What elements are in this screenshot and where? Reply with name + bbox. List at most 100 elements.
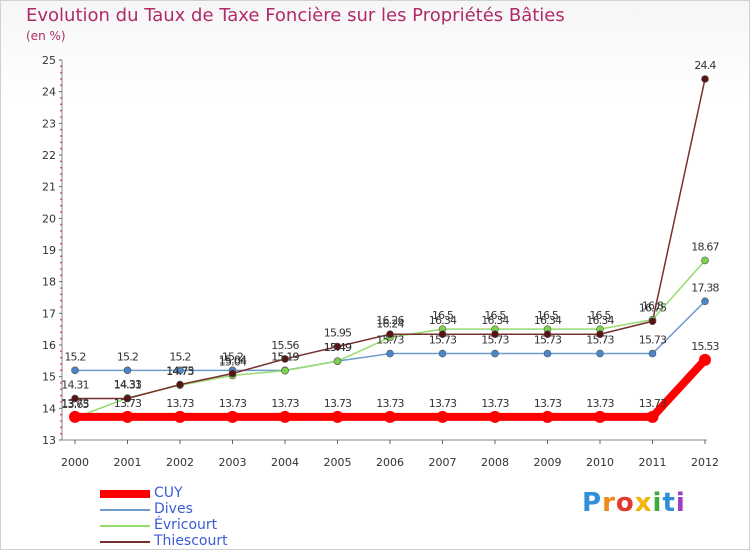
data-label-thiescourt: 16.34 (481, 314, 509, 327)
legend-swatch (100, 525, 150, 527)
y-minor-tick (60, 166, 62, 169)
data-label-dives: 15.49 (324, 341, 352, 354)
chart-axes: 13 14 15 16 17 18 19 20 21 22 23 24 25 2000 2001 2002 20… (42, 54, 719, 469)
data-point-cuy (699, 353, 711, 366)
y-minor-tick (60, 401, 62, 403)
y-tick-label: 21 (42, 181, 56, 194)
data-point-thiescourt (701, 75, 709, 83)
x-tick-label: 2007 (429, 456, 457, 469)
logo-letter: i (675, 488, 686, 518)
data-point-cuy (436, 410, 449, 423)
y-tick-label: 25 (42, 54, 56, 67)
data-label-thiescourt: 16.34 (429, 314, 457, 327)
data-point-dives (71, 366, 79, 375)
y-minor-tick (60, 116, 62, 118)
y-minor-tick (60, 160, 62, 163)
data-label-dives: 15.2 (169, 350, 190, 363)
y-minor-tick (60, 394, 62, 397)
logo-letter: r (602, 488, 616, 518)
data-point-cuy (226, 410, 239, 423)
data-label-thiescourt: 16.34 (534, 314, 562, 327)
data-label-thiescourt: 15.04 (219, 354, 247, 367)
data-label-cuy: 13.73 (271, 397, 299, 410)
data-point-évricourt (701, 256, 709, 265)
x-tick-label: 2010 (586, 456, 614, 469)
data-point-thiescourt (386, 330, 394, 339)
data-label-thiescourt: 24.4 (694, 59, 716, 72)
data-point-dives (648, 349, 657, 358)
data-point-cuy (594, 410, 606, 423)
y-minor-tick (60, 369, 62, 372)
data-point-thiescourt (648, 317, 657, 326)
legend-label: Dives (154, 501, 193, 517)
data-point-dives (438, 349, 447, 358)
y-tick-label: 15 (42, 371, 56, 384)
x-tick-label: 2002 (166, 456, 194, 469)
y-minor-tick (60, 97, 62, 99)
data-label-thiescourt: 15.56 (271, 339, 299, 352)
data-point-cuy (384, 410, 396, 423)
data-label-dives: 15.2 (117, 350, 138, 363)
legend-label: Évricourt (154, 517, 218, 533)
y-minor-tick (60, 287, 62, 289)
data-point-thiescourt (228, 369, 237, 378)
data-point-cuy (331, 410, 344, 423)
y-minor-tick (60, 388, 62, 391)
data-label-dives: 15.2 (222, 350, 243, 363)
data-label-évricourt: 15.19 (271, 351, 299, 364)
legend-label: Thiescourt (154, 533, 228, 549)
y-minor-tick (60, 420, 62, 422)
y-minor-tick (60, 331, 62, 334)
data-point-dives (596, 349, 604, 358)
data-point-évricourt (281, 366, 289, 375)
y-minor-tick (60, 255, 62, 258)
y-tick-label: 13 (42, 434, 56, 447)
y-minor-tick (60, 293, 62, 296)
legend-swatch (100, 541, 150, 543)
y-minor-tick (60, 413, 62, 416)
y-minor-tick (60, 103, 62, 106)
data-label-évricourt: 16.8 (642, 300, 664, 313)
data-point-dives (701, 297, 709, 306)
y-minor-tick (60, 426, 62, 429)
y-minor-tick (60, 299, 62, 302)
y-minor-tick (60, 173, 62, 175)
data-point-dives (491, 349, 499, 358)
data-label-thiescourt: 14.31 (114, 379, 142, 392)
data-label-cuy: 13.73 (376, 397, 404, 410)
data-point-cuy (69, 410, 81, 423)
logo-letter: i (652, 488, 663, 518)
y-tick-label: 16 (42, 339, 56, 352)
data-label-évricourt: 15.04 (219, 355, 247, 368)
y-minor-tick (60, 65, 62, 68)
data-label-évricourt: 16.5 (432, 309, 454, 322)
y-minor-tick (60, 325, 62, 327)
logo-letter: P (582, 488, 603, 518)
data-label-dives: 15.73 (429, 334, 457, 347)
data-label-cuy: 13.73 (114, 397, 142, 410)
y-minor-tick (60, 135, 62, 137)
y-tick-label: 24 (42, 86, 56, 99)
y-minor-tick (60, 223, 62, 226)
x-tick-label: 2009 (534, 456, 562, 469)
chart-data-labels: 13.73 13.73 13.73 13.73 13.73 13.73 13.73 13.73… (61, 59, 720, 411)
data-point-dives (123, 366, 132, 375)
data-label-cuy: 13.73 (481, 397, 509, 410)
y-minor-tick (60, 141, 62, 144)
data-label-cuy: 13.73 (166, 397, 194, 410)
y-minor-tick (60, 204, 62, 207)
data-label-cuy: 13.73 (61, 397, 89, 410)
data-label-dives: 15.2 (64, 350, 85, 363)
data-label-évricourt: 14.73 (166, 365, 194, 378)
x-tick-label: 2012 (691, 456, 719, 469)
data-point-thiescourt (123, 394, 132, 403)
legend-swatch (100, 490, 150, 498)
y-minor-tick (60, 78, 62, 80)
data-label-thiescourt: 14.75 (166, 365, 194, 378)
x-tick-label: 2011 (639, 456, 667, 469)
y-minor-tick (60, 236, 62, 239)
y-minor-tick (60, 128, 62, 131)
data-point-thiescourt (281, 355, 289, 363)
y-minor-tick (60, 306, 62, 308)
data-label-cuy: 15.53 (691, 340, 719, 353)
